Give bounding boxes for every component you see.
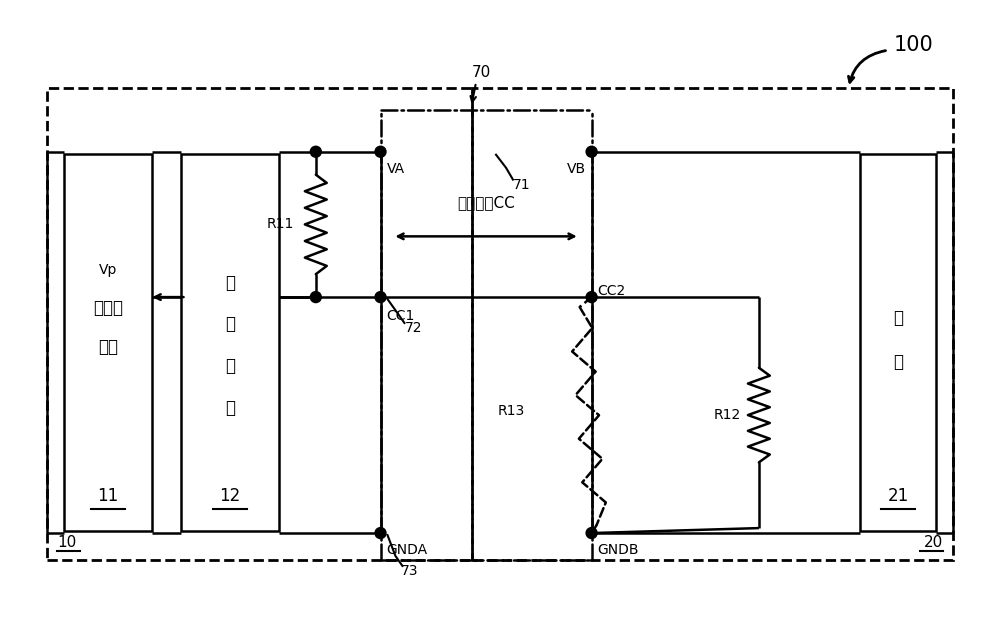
Bar: [64, 154, 152, 531]
Text: 负: 负: [893, 309, 903, 327]
Text: 路: 路: [225, 399, 235, 417]
Text: 电: 电: [225, 357, 235, 375]
Circle shape: [586, 291, 597, 303]
Text: 载: 载: [893, 353, 903, 371]
Circle shape: [375, 528, 386, 539]
Bar: [47, 88, 472, 560]
Text: R12: R12: [714, 408, 741, 422]
Circle shape: [586, 146, 597, 157]
Text: 10: 10: [57, 535, 76, 550]
Text: 制: 制: [225, 316, 235, 334]
Text: 换器: 换器: [98, 339, 118, 357]
Text: 70: 70: [471, 65, 491, 80]
Text: 72: 72: [404, 321, 422, 335]
Text: 12: 12: [220, 487, 241, 505]
Bar: [181, 154, 279, 531]
Bar: [860, 154, 936, 531]
Text: R13: R13: [498, 404, 525, 418]
Text: 21: 21: [888, 487, 909, 505]
Text: 73: 73: [400, 564, 418, 578]
Text: 11: 11: [97, 487, 118, 505]
Circle shape: [310, 146, 321, 157]
Text: 电源转: 电源转: [93, 298, 123, 316]
Text: GNDB: GNDB: [598, 543, 639, 557]
Text: R11: R11: [267, 217, 294, 231]
Bar: [472, 88, 953, 560]
Text: GNDA: GNDA: [386, 543, 428, 557]
Circle shape: [586, 528, 597, 539]
Text: VB: VB: [567, 162, 586, 176]
Text: CC2: CC2: [598, 284, 626, 298]
Text: Vp: Vp: [99, 263, 117, 277]
Text: 控: 控: [225, 273, 235, 291]
Text: 20: 20: [924, 535, 943, 550]
Text: VA: VA: [386, 162, 405, 176]
Text: 传输讯号CC: 传输讯号CC: [457, 195, 515, 210]
Circle shape: [375, 291, 386, 303]
Circle shape: [375, 146, 386, 157]
Text: CC1: CC1: [386, 309, 415, 323]
Circle shape: [310, 291, 321, 303]
Text: 71: 71: [513, 178, 531, 192]
Text: 100: 100: [893, 35, 933, 55]
